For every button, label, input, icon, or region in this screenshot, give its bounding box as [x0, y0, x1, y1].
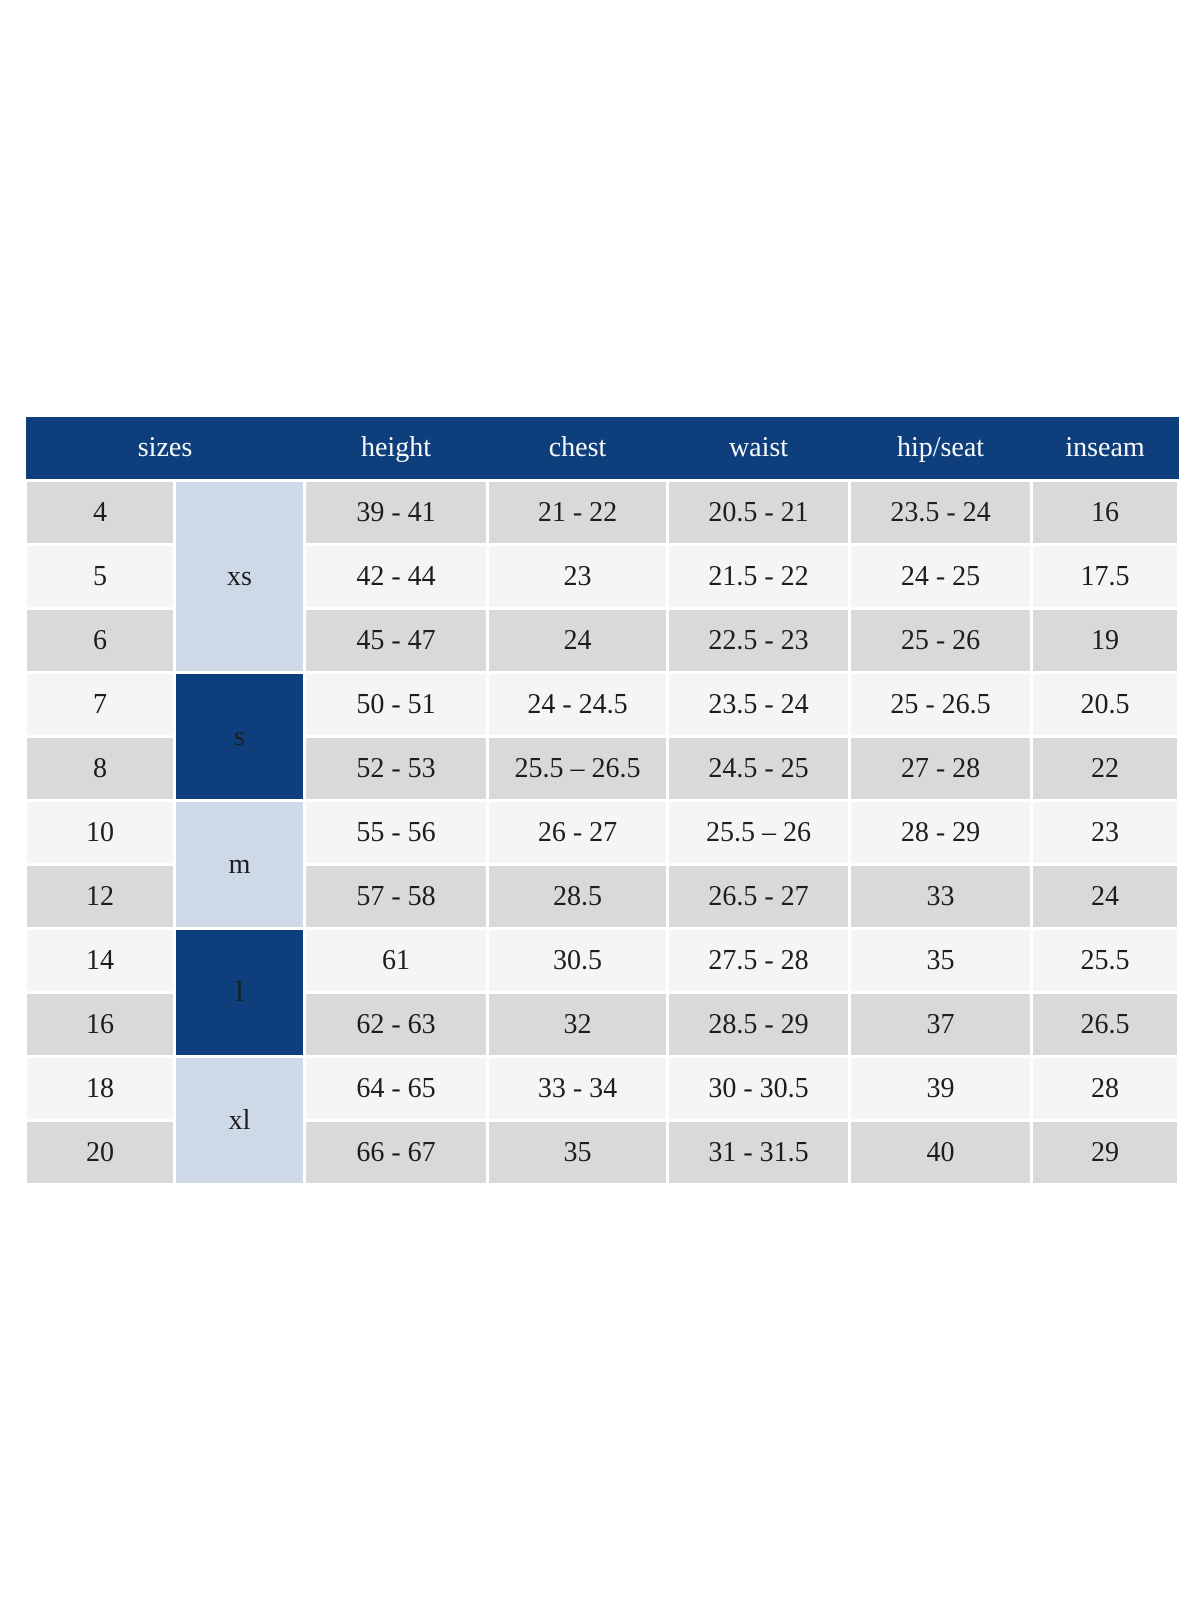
- table-row-size-4: 4 xs 39 - 41 21 - 22 20.5 - 21 23.5 - 24…: [24, 479, 1180, 674]
- letter-size-cell-xs: xs: [173, 479, 306, 674]
- size-number-cell: 7: [24, 671, 176, 738]
- table-row-size-6: 6 45 - 47 24 22.5 - 23 25 - 26 19: [24, 607, 1180, 674]
- waist-cell: 31 - 31.5: [666, 1119, 851, 1186]
- column-header-sizes: sizes: [25, 417, 305, 481]
- chest-cell: 35: [486, 1119, 669, 1186]
- height-cell: 55 - 56: [303, 799, 489, 866]
- column-header-inseam: inseam: [1031, 417, 1179, 481]
- size-number-cell: 6: [24, 607, 176, 674]
- hip-seat-cell: 37: [848, 991, 1033, 1058]
- waist-cell: 28.5 - 29: [666, 991, 851, 1058]
- column-header-hip-seat: hip/seat: [849, 417, 1032, 481]
- size-number-cell: 16: [24, 991, 176, 1058]
- waist-cell: 24.5 - 25: [666, 735, 851, 802]
- inseam-cell: 29: [1030, 1119, 1180, 1186]
- size-number-cell: 10: [24, 799, 176, 866]
- waist-cell: 23.5 - 24: [666, 671, 851, 738]
- hip-seat-cell: 27 - 28: [848, 735, 1033, 802]
- inseam-cell: 24: [1030, 863, 1180, 930]
- hip-seat-cell: 39: [848, 1055, 1033, 1122]
- chest-cell: 32: [486, 991, 669, 1058]
- height-cell: 64 - 65: [303, 1055, 489, 1122]
- table-row-size-7: 7 s 50 - 51 24 - 24.5 23.5 - 24 25 - 26.…: [24, 671, 1180, 802]
- height-cell: 45 - 47: [303, 607, 489, 674]
- letter-size-cell-l: l: [173, 927, 306, 1058]
- size-number-cell: 20: [24, 1119, 176, 1186]
- size-number-cell: 4: [24, 479, 176, 546]
- header-row: sizes height chest waist hip/seat inseam: [25, 417, 1179, 481]
- height-cell: 42 - 44: [303, 543, 489, 610]
- waist-cell: 20.5 - 21: [666, 479, 851, 546]
- inseam-cell: 16: [1030, 479, 1180, 546]
- size-number-cell: 12: [24, 863, 176, 930]
- waist-cell: 21.5 - 22: [666, 543, 851, 610]
- letter-size-cell-s: s: [173, 671, 306, 802]
- inseam-cell: 22: [1030, 735, 1180, 802]
- chest-cell: 28.5: [486, 863, 669, 930]
- hip-seat-cell: 25 - 26: [848, 607, 1033, 674]
- column-header-waist: waist: [667, 417, 850, 481]
- waist-cell: 27.5 - 28: [666, 927, 851, 994]
- chest-cell: 24: [486, 607, 669, 674]
- size-number-cell: 5: [24, 543, 176, 610]
- chest-cell: 21 - 22: [486, 479, 669, 546]
- chest-cell: 25.5 – 26.5: [486, 735, 669, 802]
- size-number-cell: 18: [24, 1055, 176, 1122]
- height-cell: 62 - 63: [303, 991, 489, 1058]
- hip-seat-cell: 23.5 - 24: [848, 479, 1033, 546]
- size-number-cell: 14: [24, 927, 176, 994]
- hip-seat-cell: 33: [848, 863, 1033, 930]
- waist-cell: 25.5 – 26: [666, 799, 851, 866]
- inseam-cell: 26.5: [1030, 991, 1180, 1058]
- table-row-size-18: 18 xl 64 - 65 33 - 34 30 - 30.5 39 28: [24, 1055, 1180, 1186]
- height-cell: 61: [303, 927, 489, 994]
- hip-seat-cell: 40: [848, 1119, 1033, 1186]
- chest-cell: 23: [486, 543, 669, 610]
- table-row-size-16: 16 62 - 63 32 28.5 - 29 37 26.5: [24, 991, 1180, 1058]
- hip-seat-cell: 25 - 26.5: [848, 671, 1033, 738]
- chest-cell: 30.5: [486, 927, 669, 994]
- size-chart-table: sizes height chest waist hip/seat inseam…: [24, 417, 1180, 1186]
- inseam-cell: 25.5: [1030, 927, 1180, 994]
- hip-seat-cell: 35: [848, 927, 1033, 994]
- waist-cell: 30 - 30.5: [666, 1055, 851, 1122]
- letter-size-cell-xl: xl: [173, 1055, 306, 1186]
- height-cell: 57 - 58: [303, 863, 489, 930]
- height-cell: 66 - 67: [303, 1119, 489, 1186]
- table-row-size-12: 12 57 - 58 28.5 26.5 - 27 33 24: [24, 863, 1180, 930]
- column-header-chest: chest: [487, 417, 668, 481]
- height-cell: 39 - 41: [303, 479, 489, 546]
- table-row-size-14: 14 l 61 30.5 27.5 - 28 35 25.5: [24, 927, 1180, 1058]
- inseam-cell: 20.5: [1030, 671, 1180, 738]
- table-row-size-20: 20 66 - 67 35 31 - 31.5 40 29: [24, 1119, 1180, 1186]
- column-header-height: height: [304, 417, 488, 481]
- table-row-size-8: 8 52 - 53 25.5 – 26.5 24.5 - 25 27 - 28 …: [24, 735, 1180, 802]
- hip-seat-cell: 28 - 29: [848, 799, 1033, 866]
- size-chart-container: sizes height chest waist hip/seat inseam…: [24, 417, 1180, 1186]
- table-row-size-5: 5 42 - 44 23 21.5 - 22 24 - 25 17.5: [24, 543, 1180, 610]
- height-cell: 52 - 53: [303, 735, 489, 802]
- inseam-cell: 23: [1030, 799, 1180, 866]
- chest-cell: 24 - 24.5: [486, 671, 669, 738]
- inseam-cell: 28: [1030, 1055, 1180, 1122]
- table-row-size-10: 10 m 55 - 56 26 - 27 25.5 – 26 28 - 29 2…: [24, 799, 1180, 930]
- size-number-cell: 8: [24, 735, 176, 802]
- height-cell: 50 - 51: [303, 671, 489, 738]
- hip-seat-cell: 24 - 25: [848, 543, 1033, 610]
- chest-cell: 26 - 27: [486, 799, 669, 866]
- waist-cell: 26.5 - 27: [666, 863, 851, 930]
- waist-cell: 22.5 - 23: [666, 607, 851, 674]
- chest-cell: 33 - 34: [486, 1055, 669, 1122]
- inseam-cell: 17.5: [1030, 543, 1180, 610]
- letter-size-cell-m: m: [173, 799, 306, 930]
- inseam-cell: 19: [1030, 607, 1180, 674]
